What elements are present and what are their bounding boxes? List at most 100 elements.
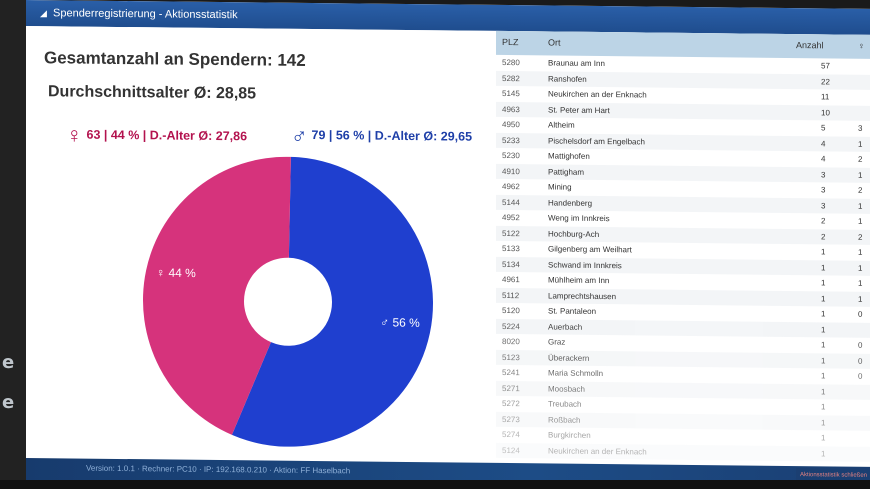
- cell-female: 1: [858, 294, 863, 304]
- female-icon: ♀: [66, 122, 83, 148]
- cell-plz: 5134: [502, 259, 520, 269]
- slice-label: ♀ 44 %: [156, 266, 196, 280]
- background-artifact: e: [2, 392, 15, 413]
- cell-anzahl: 2: [821, 231, 826, 241]
- cell-ort: Auerbach: [548, 321, 583, 332]
- female-stat: ♀ 63 | 44 % | D.-Alter Ø: 27,86: [66, 122, 247, 150]
- app-window: ◢ Spenderregistrierung - Aktionsstatistik…: [26, 0, 870, 489]
- cell-plz: 5120: [502, 305, 520, 316]
- slice-label: ♂ 56 %: [380, 315, 420, 329]
- cell-female: 0: [858, 340, 863, 350]
- header-plz[interactable]: PLZ: [502, 36, 519, 48]
- cell-plz: 5282: [502, 73, 520, 83]
- cell-anzahl: 1: [821, 324, 826, 334]
- cell-anzahl: 10: [821, 107, 830, 117]
- cell-anzahl: 1: [821, 417, 826, 427]
- cell-plz: 5133: [502, 243, 520, 254]
- cell-female: 2: [858, 154, 863, 164]
- donut-slice[interactable]: [143, 155, 291, 435]
- cell-ort: St. Pantaleon: [548, 306, 597, 316]
- cell-ort: Braunau am Inn: [548, 58, 605, 69]
- cell-plz: 4950: [502, 119, 520, 130]
- donut-slice[interactable]: [231, 156, 433, 448]
- cell-anzahl: 22: [821, 76, 830, 86]
- cell-ort: Ranshofen: [548, 73, 587, 84]
- cell-ort: Mining: [548, 182, 572, 192]
- cell-anzahl: 1: [821, 247, 826, 257]
- cell-female: 2: [858, 232, 863, 242]
- cell-ort: Graz: [548, 337, 566, 347]
- cell-plz: 4961: [502, 274, 520, 285]
- cell-ort: Hochburg-Ach: [548, 228, 600, 239]
- cell-female: 1: [858, 278, 863, 288]
- cell-anzahl: 57: [821, 61, 830, 71]
- cell-anzahl: 1: [821, 386, 826, 396]
- cell-anzahl: 1: [821, 262, 826, 272]
- cell-plz: 5272: [502, 398, 520, 409]
- cell-plz: 4963: [502, 104, 520, 114]
- cell-ort: St. Peter am Hart: [548, 104, 610, 115]
- cell-anzahl: 1: [821, 278, 826, 288]
- male-stat-text: 79 | 56 % | D.-Alter Ø: 29,65: [311, 127, 473, 144]
- male-stat: ♂ 79 | 56 % | D.-Alter Ø: 29,65: [291, 123, 472, 151]
- cell-anzahl: 5: [821, 123, 826, 133]
- cell-plz: 5241: [502, 367, 520, 378]
- cell-ort: Gilgenberg am Weilhart: [548, 244, 632, 255]
- cell-anzahl: 1: [821, 309, 826, 319]
- cell-plz: 5280: [502, 57, 520, 68]
- cell-anzahl: 2: [821, 216, 826, 226]
- cell-female: 1: [858, 201, 863, 211]
- monitor-bottom-bezel: [0, 480, 870, 489]
- average-age: Durchschnittsalter Ø: 28,85: [48, 83, 257, 103]
- cell-plz: 5224: [502, 321, 520, 331]
- cell-female: 1: [858, 170, 863, 180]
- total-donors: Gesamtanzahl an Spendern: 142: [44, 48, 306, 70]
- header-ort[interactable]: Ort: [548, 37, 561, 48]
- cell-ort: Pattigham: [548, 166, 585, 177]
- cell-plz: 8020: [502, 336, 520, 347]
- female-stat-text: 63 | 44 % | D.-Alter Ø: 27,86: [86, 127, 248, 144]
- cell-anzahl: 3: [821, 200, 826, 210]
- cell-ort: Pischelsdorf am Engelbach: [548, 135, 645, 146]
- header-anzahl[interactable]: Anzahl: [796, 40, 824, 51]
- window-icon: ◢: [40, 8, 47, 19]
- cell-plz: 5273: [502, 414, 520, 424]
- cell-ort: Neukirchen an der Enknach: [548, 445, 647, 457]
- cell-ort: Burgkirchen: [548, 430, 591, 440]
- cell-ort: Mühlheim am Inn: [548, 275, 610, 286]
- background-artifact: e: [2, 352, 15, 373]
- cell-plz: 5230: [502, 150, 520, 161]
- cell-anzahl: 3: [821, 169, 826, 179]
- cell-anzahl: 11: [821, 92, 830, 102]
- cell-female: 0: [858, 356, 863, 366]
- cell-ort: Lamprechtshausen: [548, 290, 617, 301]
- cell-anzahl: 4: [821, 154, 826, 164]
- cell-female: 3: [858, 123, 863, 133]
- cell-plz: 5144: [502, 197, 520, 207]
- cell-anzahl: 1: [821, 402, 826, 412]
- cell-plz: 4962: [502, 181, 520, 192]
- cell-ort: Treubach: [548, 399, 582, 409]
- summary-panel: Gesamtanzahl an Spendern: 142 Durchschni…: [26, 26, 496, 463]
- cell-anzahl: 1: [821, 371, 826, 381]
- cell-anzahl: 1: [821, 340, 826, 350]
- header-female[interactable]: ♀: [858, 40, 865, 51]
- cell-plz: 5233: [502, 135, 520, 145]
- cell-female: 1: [858, 216, 863, 226]
- cell-plz: 5122: [502, 228, 520, 238]
- cell-ort: Roßbach: [548, 414, 581, 425]
- cell-anzahl: 3: [821, 185, 826, 195]
- cell-female: 1: [858, 139, 863, 149]
- cell-anzahl: 4: [821, 138, 826, 148]
- cell-ort: Handenberg: [548, 197, 593, 208]
- monitor-bezel: e e: [0, 0, 28, 489]
- cell-plz: 5145: [502, 88, 520, 99]
- cell-plz: 5271: [502, 383, 520, 393]
- gender-donut-chart: ♂ 56 % ♀ 44 %: [143, 155, 433, 448]
- cell-anzahl: 1: [821, 293, 826, 303]
- cell-anzahl: 1: [821, 433, 826, 443]
- table-row[interactable]: 5124 Neukirchen an der Enknach 1: [496, 442, 870, 462]
- cell-ort: Moosbach: [548, 383, 585, 394]
- cell-anzahl: 1: [821, 448, 826, 458]
- cell-ort: Mattighofen: [548, 151, 590, 161]
